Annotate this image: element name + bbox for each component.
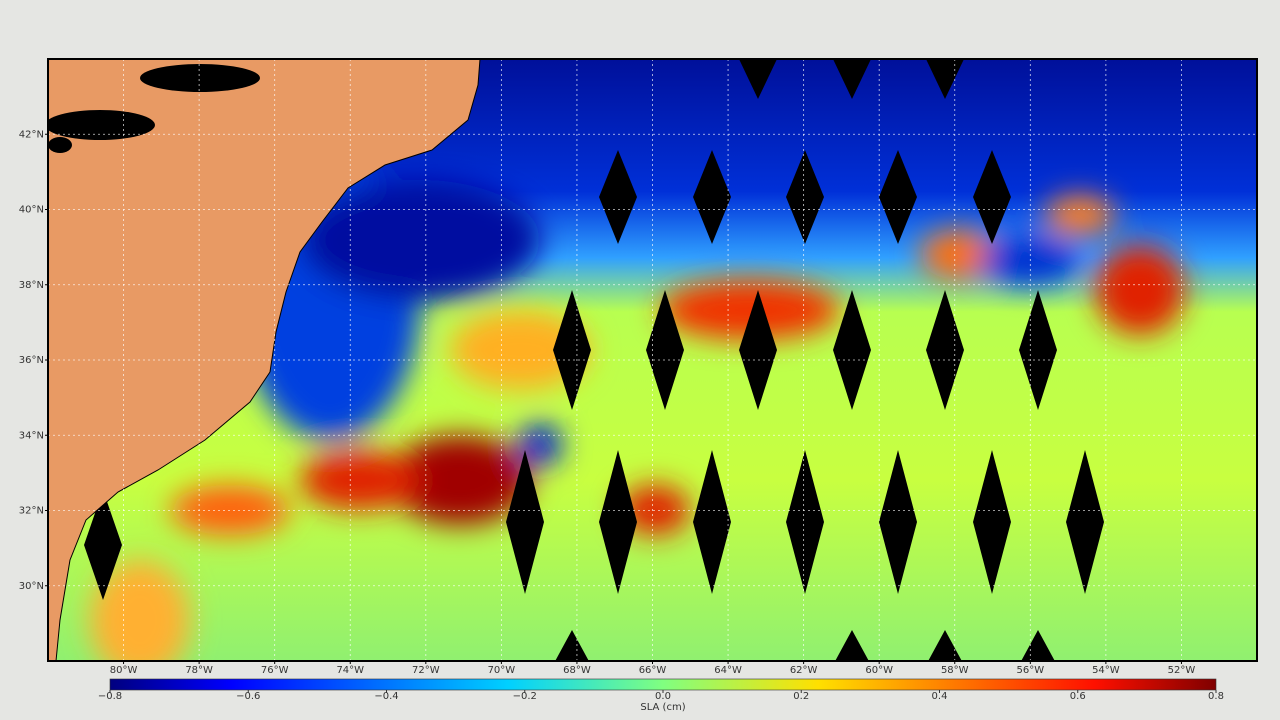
y-tick-label: 42°N	[19, 129, 44, 140]
x-tick-label: 76°W	[261, 665, 289, 676]
colorbar-label: SLA (cm)	[640, 702, 685, 713]
x-tick-label: 54°W	[1092, 665, 1120, 676]
colorbar	[109, 678, 1217, 691]
colorbar-tick-label: −0.8	[98, 691, 122, 702]
x-tick-label: 56°W	[1017, 665, 1045, 676]
x-tick-label: 60°W	[865, 665, 893, 676]
y-tick-label: 34°N	[19, 430, 44, 441]
x-tick-label: 62°W	[790, 665, 818, 676]
x-tick-label: 64°W	[714, 665, 742, 676]
colorbar-tick-label: 0.8	[1208, 691, 1224, 702]
x-tick-label: 72°W	[412, 665, 440, 676]
colorbar-tick-label: 0.6	[1070, 691, 1086, 702]
colorbar-tick-label: 0.4	[932, 691, 948, 702]
y-tick-label: 32°N	[19, 506, 44, 517]
y-tick-label: 40°N	[19, 205, 44, 216]
x-tick-label: 74°W	[336, 665, 364, 676]
y-tick-label: 36°N	[19, 355, 44, 366]
colorbar-tick-label: −0.4	[374, 691, 398, 702]
y-tick-label: 38°N	[19, 280, 44, 291]
great-lakes	[48, 64, 260, 153]
x-tick-label: 68°W	[563, 665, 591, 676]
colorbar-tick-label: −0.6	[236, 691, 260, 702]
x-tick-label: 52°W	[1168, 665, 1196, 676]
colorbar-tick-label: 0.2	[793, 691, 809, 702]
data-gaps	[84, 59, 1104, 661]
x-tick-label: 70°W	[488, 665, 516, 676]
x-tick-label: 80°W	[110, 665, 138, 676]
anomalies	[90, 160, 1185, 661]
grid	[48, 59, 1257, 661]
x-tick-label: 66°W	[639, 665, 667, 676]
map-area	[48, 59, 1257, 661]
y-tick-label: 30°N	[19, 581, 44, 592]
colorbar-tick-label: −0.2	[513, 691, 537, 702]
x-tick-label: 58°W	[941, 665, 969, 676]
x-tick-label: 78°W	[185, 665, 213, 676]
colorbar-tick-label: 0.0	[655, 691, 671, 702]
